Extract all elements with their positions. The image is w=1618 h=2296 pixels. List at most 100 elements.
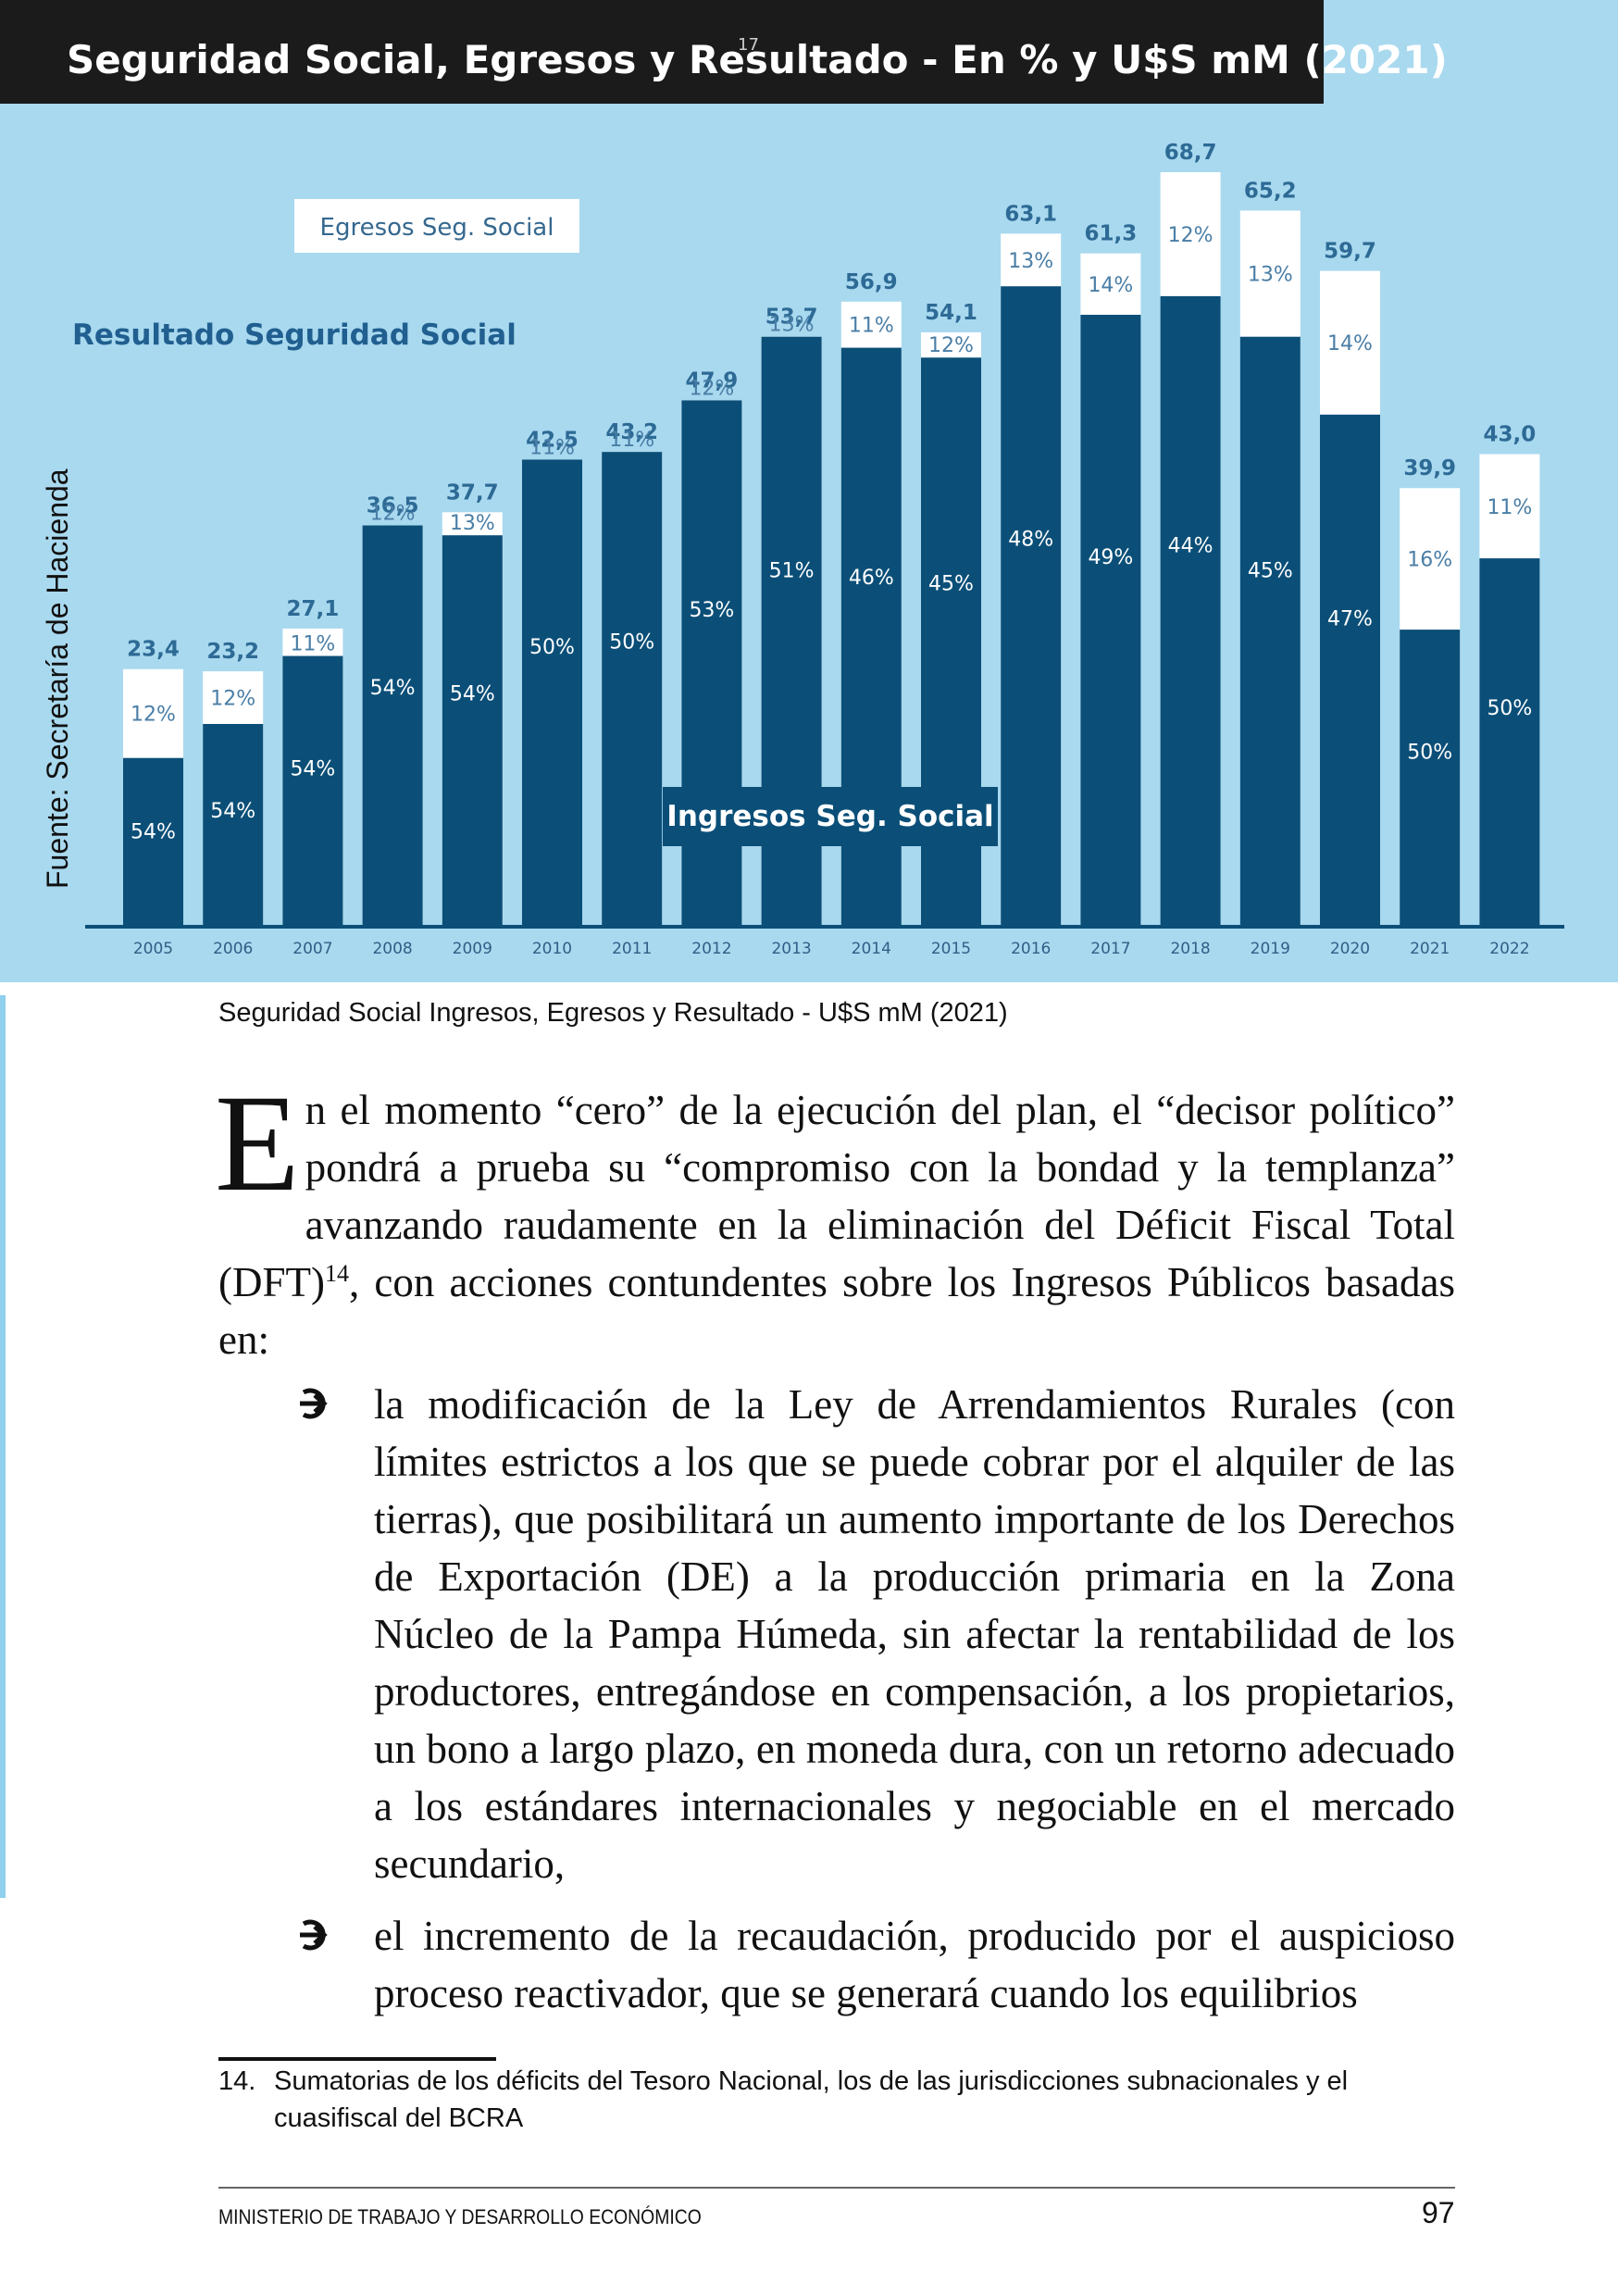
x-tick-label: 2014 <box>852 940 891 958</box>
x-tick-label: 2011 <box>612 940 652 958</box>
egresos-pct-label: 13% <box>450 512 495 535</box>
legend-egresos-label: Egresos Seg. Social <box>320 214 554 242</box>
stacked-bar-chart: Egresos Seg. Social Resultado Seguridad S… <box>72 141 1564 958</box>
ingresos-pct-label: 46% <box>849 567 894 590</box>
bar-ingresos <box>602 452 663 926</box>
egresos-pct-label: 12% <box>1168 224 1214 247</box>
total-label: 68,7 <box>1164 141 1217 165</box>
egresos-pct-label: 12% <box>210 688 255 711</box>
total-label: 59,7 <box>1324 240 1376 264</box>
bar-ingresos <box>1080 315 1141 927</box>
x-tick-label: 2015 <box>931 940 971 958</box>
footer-publisher: MINISTERIO DE TRABAJO Y DESARROLLO ECONÓ… <box>218 2205 702 2228</box>
circled-arrow-icon <box>300 1388 328 1419</box>
x-tick-label: 2010 <box>532 940 572 958</box>
x-tick-label: 2008 <box>372 940 412 958</box>
legend-resultado-label: Resultado Seguridad Social <box>72 318 517 352</box>
egresos-pct-label: 11% <box>849 315 894 338</box>
total-label: 23,2 <box>206 640 259 664</box>
legend-ingresos-box <box>663 787 998 846</box>
total-label: 39,9 <box>1403 456 1456 480</box>
bar-ingresos <box>203 723 264 926</box>
egresos-pct-label: 12% <box>928 334 974 357</box>
egresos-pct-label: 12% <box>131 704 176 727</box>
ingresos-pct-label: 50% <box>1487 697 1532 720</box>
ingresos-pct-label: 54% <box>210 800 255 823</box>
total-label: 23,4 <box>127 638 180 662</box>
egresos-pct-label: 13% <box>769 314 815 337</box>
x-tick-label: 2006 <box>213 940 253 958</box>
ingresos-pct-label: 54% <box>131 821 176 844</box>
total-label: 27,1 <box>287 597 340 621</box>
total-label: 43,0 <box>1484 423 1537 447</box>
total-label: 56,9 <box>845 270 898 294</box>
footnote-number: 14. <box>218 2066 256 2096</box>
total-label: 36,5 <box>367 494 419 518</box>
ingresos-pct-label: 48% <box>1008 529 1053 552</box>
legend-egresos-box <box>294 199 579 253</box>
paragraph-tail: , con acciones contundentes sobre los In… <box>218 1259 1455 1363</box>
ingresos-pct-label: 44% <box>1168 534 1214 557</box>
x-tick-label: 2018 <box>1170 940 1210 958</box>
total-label: 61,3 <box>1085 222 1138 246</box>
x-tick-label: 2009 <box>453 940 492 958</box>
bar-ingresos <box>1160 295 1221 926</box>
page-marker: 17 <box>738 35 759 55</box>
egresos-pct-label: 14% <box>1327 332 1373 356</box>
chart-source: Fuente: Secretaría de Hacienda <box>41 468 74 889</box>
x-tick-label: 2017 <box>1090 940 1130 958</box>
paragraph-text: n el momento “cero” de la ejecución del … <box>218 1087 1455 1305</box>
page-number: 97 <box>1422 2196 1455 2229</box>
ingresos-pct-label: 49% <box>1088 546 1133 569</box>
bar-ingresos <box>1239 336 1301 926</box>
x-tick-label: 2022 <box>1489 940 1529 958</box>
egresos-pct-label: 13% <box>1008 250 1053 273</box>
ingresos-pct-label: 50% <box>1407 742 1452 765</box>
footnote-reference[interactable]: 14 <box>324 1260 349 1287</box>
ingresos-pct-label: 45% <box>928 572 974 595</box>
total-label: 42,5 <box>526 428 579 452</box>
figure-caption: Seguridad Social Ingresos, Egresos y Res… <box>218 998 1008 1028</box>
x-tick-label: 2020 <box>1330 940 1370 958</box>
x-tick-label: 2019 <box>1251 940 1290 958</box>
x-tick-label: 2013 <box>771 940 811 958</box>
egresos-pct-label: 16% <box>1407 549 1452 572</box>
ingresos-pct-label: 47% <box>1327 608 1373 631</box>
bar-ingresos <box>681 400 742 926</box>
chart-title: Seguridad Social, Egresos y Resultado - … <box>67 37 1448 82</box>
ingresos-pct-label: 51% <box>769 560 815 583</box>
ingresos-pct-label: 53% <box>689 599 734 622</box>
total-label: 47,9 <box>686 368 739 393</box>
ingresos-pct-label: 54% <box>370 677 416 700</box>
footnote-rule <box>218 2057 496 2061</box>
bar-ingresos <box>1479 558 1540 926</box>
ingresos-pct-label: 54% <box>290 757 335 780</box>
left-margin-rule <box>0 995 6 1898</box>
bar-ingresos <box>1400 630 1461 926</box>
egresos-pct-label: 11% <box>609 429 654 452</box>
egresos-pct-label: 12% <box>689 377 734 400</box>
ingresos-pct-label: 50% <box>529 636 575 659</box>
x-tick-label: 2007 <box>292 940 332 958</box>
x-tick-label: 2005 <box>133 940 173 958</box>
drop-cap: E <box>215 1067 300 1220</box>
ingresos-pct-label: 45% <box>1248 560 1293 583</box>
total-label: 54,1 <box>925 301 977 325</box>
bar-ingresos <box>1001 286 1062 927</box>
legend-ingresos-label: Ingresos Seg. Social <box>666 800 993 833</box>
footer-rule <box>218 2187 1455 2189</box>
chart-panel: Egresos Seg. Social Resultado Seguridad S… <box>0 0 1618 982</box>
bar-ingresos <box>362 525 423 926</box>
circled-arrow-icon <box>300 1919 328 1951</box>
total-label: 43,2 <box>605 420 658 444</box>
bullet-text: la modificación de la Ley de Arrendamien… <box>374 1381 1455 1887</box>
egresos-pct-label: 11% <box>1487 496 1532 519</box>
total-label: 53,7 <box>765 306 818 330</box>
bar-ingresos <box>282 655 343 926</box>
egresos-pct-label: 13% <box>1248 264 1293 287</box>
ingresos-pct-label: 54% <box>450 682 495 705</box>
egresos-pct-label: 11% <box>529 436 575 459</box>
bullet-text: el incremento de la recaudación, produci… <box>374 1913 1455 2016</box>
total-label: 65,2 <box>1244 179 1297 203</box>
